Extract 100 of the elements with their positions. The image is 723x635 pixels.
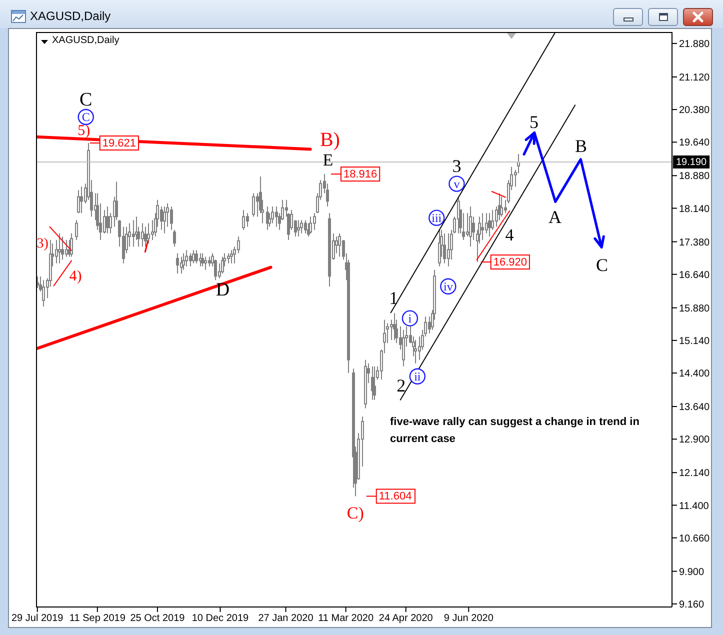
y-tick-label: 12.900 xyxy=(679,434,710,446)
candlestick xyxy=(481,212,484,240)
candlestick xyxy=(227,252,230,264)
candlestick xyxy=(309,216,312,234)
candlestick xyxy=(447,232,450,267)
candlestick xyxy=(438,229,441,267)
annotation: C xyxy=(596,255,608,275)
annotation: 18.916 xyxy=(343,168,378,181)
candlestick xyxy=(189,252,192,267)
candlestick xyxy=(201,252,204,267)
candlestick xyxy=(304,220,307,234)
candlestick xyxy=(103,210,106,234)
annotation: B xyxy=(574,136,588,156)
annotation: iii xyxy=(432,210,442,225)
x-tick-label: 25 Oct 2019 xyxy=(130,613,186,624)
chart-title: XAGUSD,Daily xyxy=(30,9,111,23)
candlestick xyxy=(242,210,245,230)
candlestick xyxy=(443,232,446,264)
annotation: 3 xyxy=(452,156,462,176)
annotation: B) xyxy=(320,129,340,152)
chart-subtitle: XAGUSD,Daily xyxy=(52,35,120,46)
candlestick xyxy=(132,220,135,248)
annotation: 16.920 xyxy=(493,256,527,268)
y-tick-label: 15.880 xyxy=(679,303,710,314)
x-tick-label: 9 Jun 2020 xyxy=(444,613,494,624)
candlestick xyxy=(466,212,469,237)
annotation: five-wave rally can suggest a change in trend in current case xyxy=(390,415,640,447)
y-tick-label: 16.640 xyxy=(679,270,710,281)
y-tick-label: 19.640 xyxy=(679,138,710,149)
annotation: 4) xyxy=(69,268,82,285)
candlestick xyxy=(147,222,150,244)
annotation: v xyxy=(454,176,460,191)
x-tick-label: 10 Dec 2019 xyxy=(192,613,250,624)
candlestick xyxy=(297,220,300,237)
candlestick xyxy=(192,250,195,264)
candlestick xyxy=(106,206,109,234)
annotation: 2 xyxy=(396,375,406,396)
candlestick xyxy=(300,220,303,234)
ref-line-label: 19.190 xyxy=(676,156,708,168)
candlestick xyxy=(271,206,274,224)
y-tick-label: 10.660 xyxy=(679,533,710,544)
candlestick xyxy=(390,319,393,340)
candlestick xyxy=(256,192,259,218)
candlestick xyxy=(373,366,376,400)
candlestick xyxy=(160,206,163,230)
y-tick-label: 17.380 xyxy=(679,237,710,248)
candlestick xyxy=(252,192,255,218)
candlestick xyxy=(77,190,80,214)
candlestick xyxy=(141,222,144,248)
annotation: 1 xyxy=(389,288,398,308)
annotation: 3) xyxy=(36,236,49,252)
annotation: C xyxy=(80,89,92,110)
y-tick-label: 9.160 xyxy=(679,599,704,610)
annotation: 19.621 xyxy=(102,137,136,150)
candlestick xyxy=(182,252,185,270)
annotation: E xyxy=(322,150,334,170)
candlestick xyxy=(313,212,316,230)
candlestick xyxy=(70,232,73,258)
candlestick xyxy=(500,196,503,218)
x-tick-label: 24 Apr 2020 xyxy=(378,613,434,624)
annotation: C) xyxy=(346,504,364,523)
y-tick-label: 21.120 xyxy=(679,72,710,84)
annotation: A xyxy=(548,207,562,227)
y-tick-label: 12.140 xyxy=(679,468,710,480)
candlestick xyxy=(290,210,293,230)
candlestick xyxy=(195,250,198,264)
y-tick-label: 21.880 xyxy=(679,39,710,50)
x-tick-label: 29 Jul 2019 xyxy=(12,613,64,624)
candlestick xyxy=(75,220,78,240)
candlestick xyxy=(65,239,68,258)
candlestick xyxy=(42,280,45,307)
y-tick-label: 9.900 xyxy=(679,566,704,578)
y-tick-label: 15.140 xyxy=(679,336,710,347)
candlestick xyxy=(462,212,465,240)
annotation: 5) xyxy=(78,122,90,139)
annotation: 11.604 xyxy=(378,490,412,503)
candlestick xyxy=(338,232,341,258)
candlestick xyxy=(402,329,405,367)
candlestick xyxy=(61,236,64,260)
candlestick xyxy=(163,206,166,234)
candlestick xyxy=(246,212,249,228)
annotation: ii xyxy=(414,369,422,384)
annotation: 4 xyxy=(505,226,514,245)
y-tick-label: 20.380 xyxy=(679,105,710,116)
candlestick xyxy=(58,232,61,264)
candlestick xyxy=(472,216,475,240)
candlestick xyxy=(414,339,417,364)
candlestick xyxy=(208,256,211,267)
x-tick-label: 11 Mar 2020 xyxy=(318,613,374,624)
y-tick-label: 14.400 xyxy=(679,368,710,380)
annotation: iv xyxy=(444,279,453,294)
candlestick xyxy=(80,186,83,214)
x-tick-label: 27 Jan 2020 xyxy=(258,613,314,624)
candlestick xyxy=(237,236,240,254)
x-tick-label: 11 Sep 2019 xyxy=(69,613,126,624)
candlestick xyxy=(488,212,491,237)
candlestick xyxy=(170,206,173,230)
candlestick xyxy=(485,212,488,234)
y-tick-label: 11.400 xyxy=(679,500,710,512)
annotation: 5 xyxy=(530,112,538,132)
